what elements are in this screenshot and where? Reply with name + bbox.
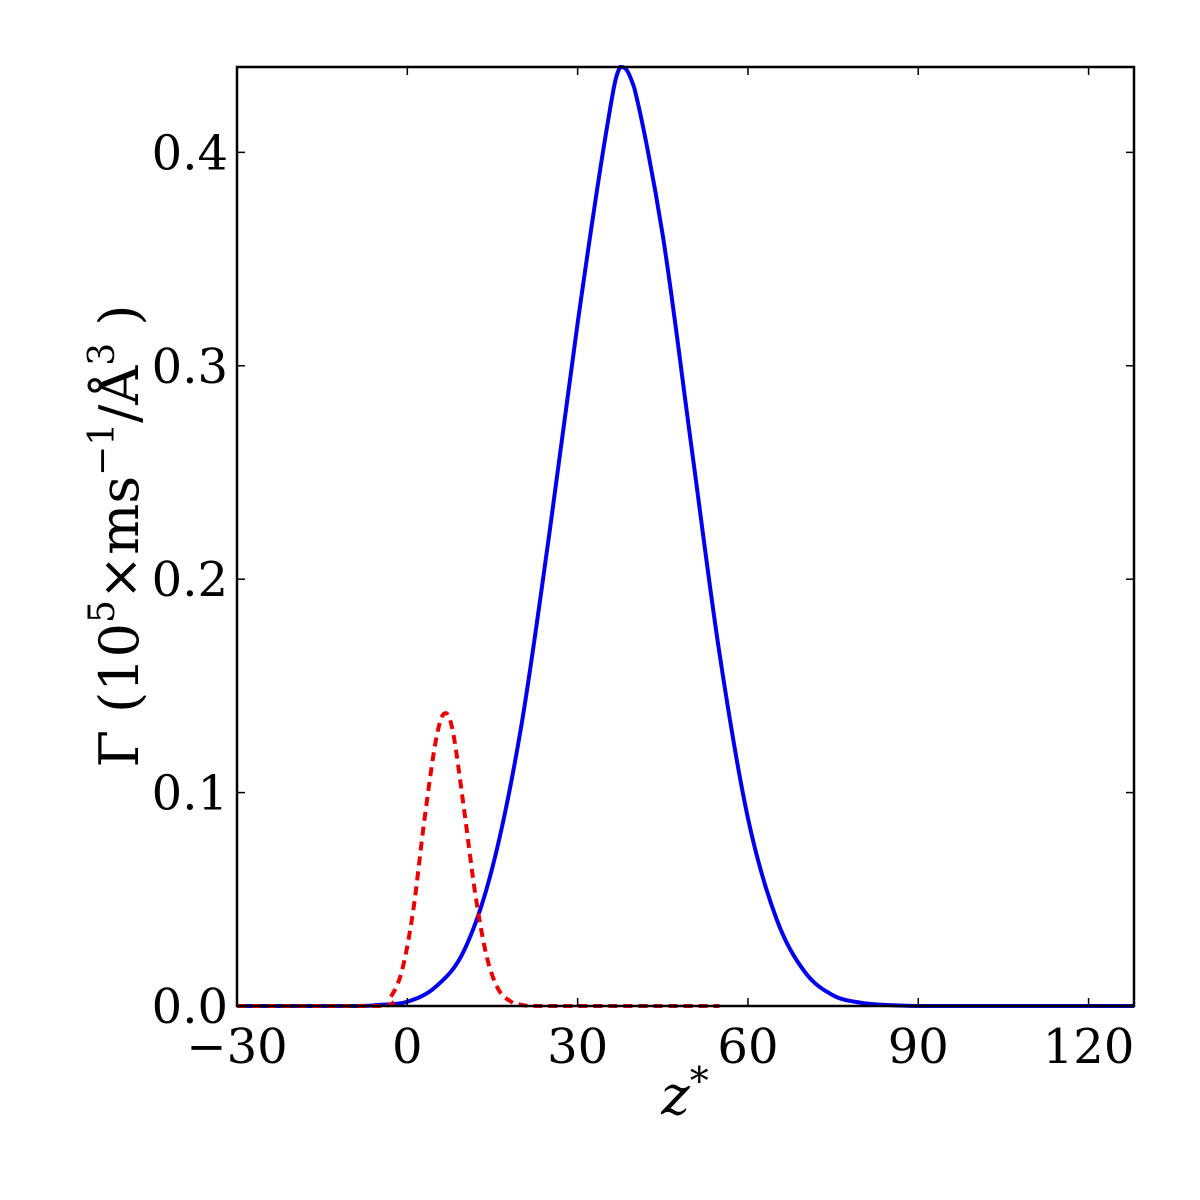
y-tick-label: 0.4 (152, 125, 228, 181)
x-axis-label: z* (660, 1059, 708, 1127)
x-tick-label: 90 (888, 1019, 949, 1075)
y-tick-label: 0.3 (152, 339, 228, 395)
x-tick-label: 30 (547, 1019, 608, 1075)
y-tick-label: 0.2 (152, 552, 228, 608)
y-axis-label: Γ (105×ms−1/Å3 ) (82, 305, 151, 768)
series-line-solid-blue (237, 64, 1134, 1008)
y-tick-label: 0.1 (152, 766, 228, 822)
x-tick-label: 60 (717, 1019, 778, 1075)
tick-layer: −30 0 30 60 90 120 0.0 0.1 0.2 0.3 0.4 (152, 67, 1135, 1075)
series-layer (237, 64, 1134, 1009)
plot-area (237, 67, 1134, 1006)
x-tick-label: −30 (186, 1019, 287, 1075)
plot-frame (235, 65, 1136, 1008)
x-tick-label: 0 (392, 1019, 423, 1075)
y-tick-label: 0.0 (152, 979, 228, 1035)
x-tick-label: 120 (1043, 1019, 1135, 1075)
